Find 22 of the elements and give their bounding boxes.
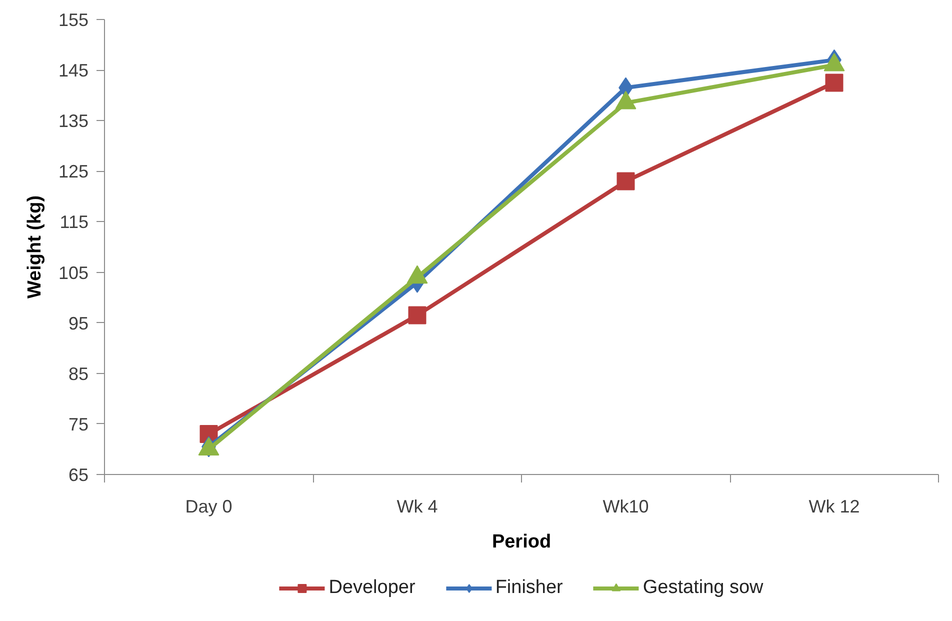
y-tick-label: 145: [58, 60, 89, 81]
y-tick-label: 135: [58, 111, 89, 132]
x-tick-label: Wk 4: [396, 496, 438, 516]
y-tick-label: 155: [58, 10, 89, 30]
y-tick-label: 95: [68, 313, 89, 334]
x-tick-label: Wk 12: [808, 496, 860, 516]
y-tick-label: 125: [58, 162, 89, 182]
point: [616, 172, 635, 190]
x-tick-label: Wk10: [602, 496, 649, 516]
y-tick-label: 105: [58, 262, 89, 283]
legend-label: Developer: [328, 577, 416, 599]
x-axis-title: Period: [492, 532, 552, 552]
y-tick-label: 85: [68, 364, 89, 384]
x-tick-label: Day 0: [185, 496, 232, 516]
y-tick-label: 75: [68, 414, 89, 434]
point: [825, 74, 844, 92]
y-tick-label: 65: [68, 465, 89, 485]
legend-label: Gestating sow: [642, 577, 764, 599]
y-tick-label: 115: [60, 212, 89, 232]
legend-label: Finisher: [495, 577, 563, 599]
y-axis-title: Weight (kg): [24, 195, 46, 299]
point: [408, 306, 426, 324]
